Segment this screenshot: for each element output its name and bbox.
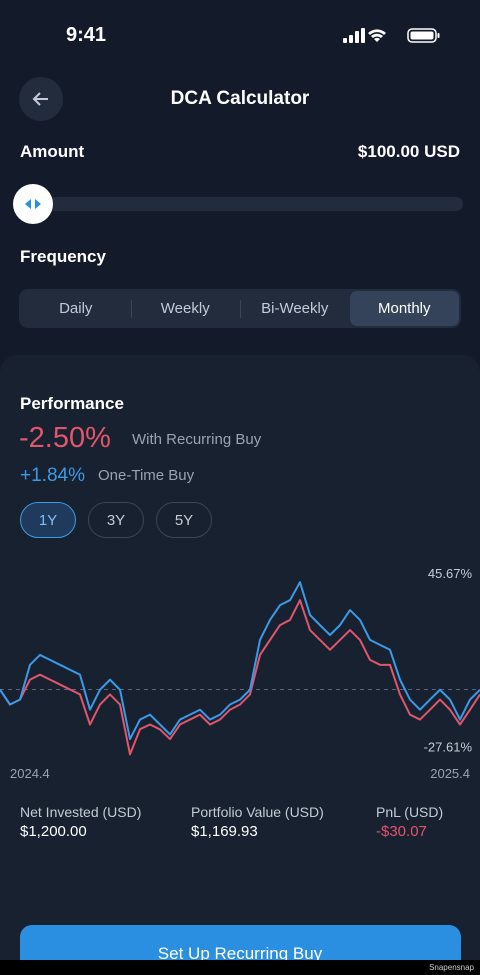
y-tick-label: -27.61% bbox=[424, 739, 473, 754]
watermark-bar bbox=[0, 960, 480, 975]
stat-value: $1,200.00 bbox=[20, 823, 87, 840]
frequency-option[interactable]: Daily bbox=[59, 300, 93, 317]
recurring-label: With Recurring Buy bbox=[132, 431, 262, 448]
slider-track[interactable] bbox=[20, 197, 463, 211]
recurring-value: -2.50% bbox=[19, 422, 111, 454]
chart: 45.67% -27.61% 2024.4 2025.4 bbox=[0, 566, 480, 781]
amount-value: $100.00 USD bbox=[357, 142, 460, 161]
period-option[interactable]: 3Y bbox=[88, 502, 144, 538]
stat-label: Net Invested (USD) bbox=[20, 804, 142, 820]
page-title: DCA Calculator bbox=[170, 88, 310, 109]
x-tick-label: 2025.4 bbox=[430, 766, 470, 781]
performance-title: Performance bbox=[20, 394, 124, 413]
performance-card bbox=[0, 355, 480, 975]
status-time: 9:41 bbox=[66, 24, 107, 46]
stat-label: PnL (USD) bbox=[376, 804, 444, 820]
back-button[interactable] bbox=[19, 77, 63, 121]
amount-label: Amount bbox=[20, 142, 85, 161]
slider-thumb[interactable] bbox=[13, 184, 53, 224]
thumb-icon bbox=[25, 199, 41, 209]
frequency-option[interactable]: Weekly bbox=[160, 300, 210, 317]
x-tick-label: 2024.4 bbox=[10, 766, 50, 781]
watermark: Snapensnap bbox=[429, 963, 474, 972]
segment-divider bbox=[130, 300, 132, 318]
setup-button-label: Set Up Recurring Buy bbox=[157, 944, 323, 963]
period-option[interactable]: 1Y bbox=[20, 502, 76, 538]
status-icons bbox=[343, 28, 440, 43]
frequency-option[interactable]: Monthly bbox=[349, 291, 459, 326]
series-line bbox=[0, 599, 480, 756]
stat-value: $1,169.93 bbox=[191, 823, 258, 840]
period-option[interactable]: 5Y bbox=[156, 502, 212, 538]
series-line bbox=[0, 581, 480, 741]
stat-label: Portfolio Value (USD) bbox=[191, 804, 324, 820]
frequency-option[interactable]: Bi-Weekly bbox=[261, 300, 329, 317]
y-tick-label: 45.67% bbox=[428, 566, 473, 581]
one-time-label: One-Time Buy bbox=[98, 467, 195, 484]
back-icon bbox=[32, 92, 48, 106]
frequency-label: Frequency bbox=[20, 247, 106, 266]
segment-divider bbox=[240, 300, 241, 318]
one-time-value: +1.84% bbox=[20, 465, 85, 486]
stat-value: -$30.07 bbox=[376, 823, 427, 840]
